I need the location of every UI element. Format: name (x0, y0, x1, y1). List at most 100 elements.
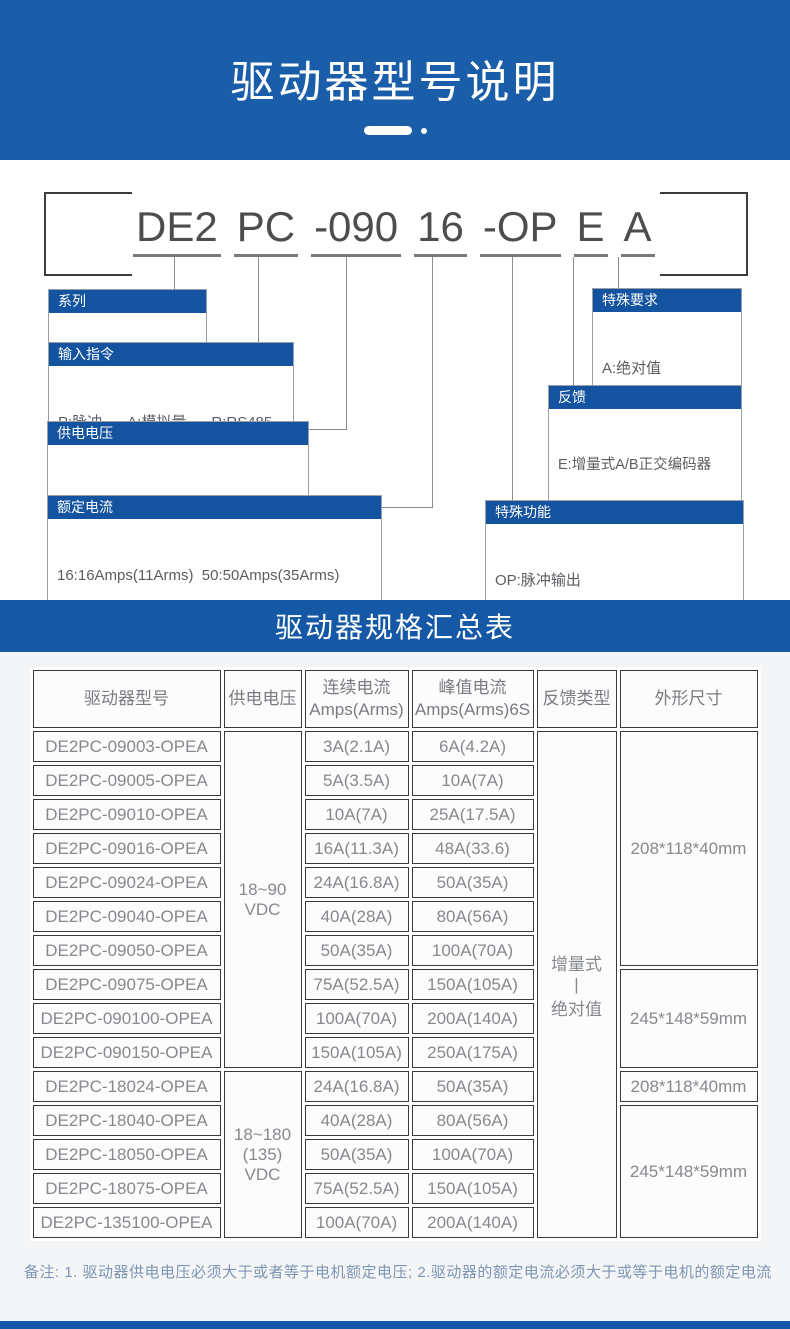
spec-table: 驱动器型号 供电电压 连续电流 Amps(Arms) 峰值电流 Amps(Arm… (29, 667, 761, 1241)
peak-cell: 150A(105A) (411, 969, 534, 1000)
model-segment-special-function: -OP (479, 204, 561, 257)
table-row: DE2PC-09016-OPEA 16A(11.3A) 48A(33.6) (32, 833, 758, 864)
callout-special-function-line: OP:脉冲输出 (495, 572, 581, 589)
peak-cell: 50A(35A) (411, 867, 534, 898)
peak-cell: 48A(33.6) (411, 833, 534, 864)
model-cell: DE2PC-09003-OPEA (32, 731, 221, 762)
col-header-model: 驱动器型号 (32, 670, 221, 728)
table-row: DE2PC-09050-OPEA 50A(35A) 100A(70A) (32, 935, 758, 966)
model-segment-series: DE2 (133, 204, 221, 257)
callout-special-requirement-line: A:绝对值 (602, 360, 662, 377)
callout-special-requirement-title: 特殊要求 (593, 289, 741, 312)
model-cell: DE2PC-18024-OPEA (32, 1071, 221, 1102)
model-segment-input: PC (233, 204, 299, 257)
model-segment-feedback: E (573, 204, 608, 257)
title-underline-decoration (0, 126, 790, 135)
table-row: DE2PC-09040-OPEA 40A(28A) 80A(56A) (32, 901, 758, 932)
model-number-diagram: DE2 PC -090 16 -OP E A 系列 DC/DE/DE2/BC/B… (0, 160, 790, 714)
table-row: DE2PC-18024-OPEA 18~180 (135) VDC 24A(16… (32, 1071, 758, 1238)
spec-section: 驱动器规格汇总表 驱动器型号 供电电压 连续电流 Amps(Arms) 峰值电流… (0, 600, 790, 1329)
model-cell: DE2PC-09075-OPEA (32, 969, 221, 1000)
table-row: DE2PC-090100-OPEA 100A(70A) 200A(140A) (32, 1003, 758, 1034)
connector-line (380, 507, 433, 508)
connector-line (307, 429, 347, 430)
model-cell: DE2PC-135100-OPEA (32, 1207, 221, 1238)
right-corner-bracket (660, 192, 748, 276)
feedback-type-cell: 增量式 | 绝对值 (536, 731, 617, 1238)
table-row: DE2PC-09024-OPEA 24A(16.8A) 50A(35A) (32, 867, 758, 898)
continuous-cell: 40A(28A) (304, 1105, 409, 1136)
peak-cell: 200A(140A) (411, 1003, 534, 1034)
model-cell: DE2PC-09010-OPEA (32, 799, 221, 830)
model-segment-special-requirement: A (620, 204, 655, 257)
col-header-voltage: 供电电压 (223, 670, 302, 728)
callout-rated-current-title: 额定电流 (48, 496, 381, 519)
voltage-group-cell: 18~180 (135) VDC (223, 1071, 302, 1238)
dimensions-cell: 208*118*40mm (619, 731, 758, 966)
peak-cell: 250A(175A) (411, 1037, 534, 1068)
continuous-cell: 24A(16.8A) (304, 867, 409, 898)
model-segment-voltage: -090 (311, 204, 402, 257)
table-row: DE2PC-09003-OPEA 18~90 VDC 3A(2.1A) 6A(4… (32, 731, 758, 1238)
continuous-cell: 10A(7A) (304, 799, 409, 830)
connector-line (432, 257, 433, 508)
callout-special-function-title: 特殊功能 (486, 501, 743, 524)
model-cell: DE2PC-18075-OPEA (32, 1173, 221, 1204)
col-header-peak: 峰值电流 Amps(Arms)6S (411, 670, 534, 728)
table-row: DE2PC-090150-OPEA 150A(105A) 250A(175A) (32, 1037, 758, 1068)
continuous-cell: 3A(2.1A) (304, 731, 409, 762)
peak-cell: 25A(17.5A) (411, 799, 534, 830)
col-header-continuous: 连续电流 Amps(Arms) (304, 670, 409, 728)
dimensions-cell: 208*118*40mm (619, 1071, 758, 1102)
continuous-cell: 16A(11.3A) (304, 833, 409, 864)
model-cell: DE2PC-09040-OPEA (32, 901, 221, 932)
model-cell: DE2PC-18050-OPEA (32, 1139, 221, 1170)
table-row: DE2PC-18075-OPEA 75A(52.5A) 150A(105A) (32, 1173, 758, 1204)
continuous-cell: 50A(35A) (304, 935, 409, 966)
callout-current-line: 16:16Amps(11Arms) 50:50Amps(35Arms) (57, 567, 340, 584)
spec-table-title: 驱动器规格汇总表 (274, 612, 515, 643)
model-cell: DE2PC-09050-OPEA (32, 935, 221, 966)
table-row: DE2PC-18050-OPEA 50A(35A) 100A(70A) (32, 1139, 758, 1170)
callout-feedback-line: E:增量式A/B正交编码器 (558, 457, 712, 473)
dot-decoration (420, 127, 427, 134)
peak-cell: 6A(4.2A) (411, 731, 534, 762)
left-corner-bracket (44, 192, 132, 276)
peak-cell: 100A(70A) (411, 935, 534, 966)
callout-feedback-title: 反馈 (549, 386, 741, 409)
table-row: DE2PC-09005-OPEA 5A(3.5A) 10A(7A) (32, 765, 758, 796)
model-segment-current: 16 (414, 204, 467, 257)
table-row: DE2PC-09075-OPEA 75A(52.5A) 150A(105A) 2… (32, 969, 758, 1068)
table-row: DE2PC-09010-OPEA 10A(7A) 25A(17.5A) (32, 799, 758, 830)
continuous-cell: 75A(52.5A) (304, 1173, 409, 1204)
continuous-cell: 40A(28A) (304, 901, 409, 932)
peak-cell: 10A(7A) (411, 765, 534, 796)
continuous-cell: 5A(3.5A) (304, 765, 409, 796)
continuous-cell: 150A(105A) (304, 1037, 409, 1068)
table-header-row: 驱动器型号 供电电压 连续电流 Amps(Arms) 峰值电流 Amps(Arm… (32, 670, 758, 728)
peak-cell: 80A(56A) (411, 1105, 534, 1136)
connector-line (512, 257, 513, 500)
model-cell: DE2PC-09016-OPEA (32, 833, 221, 864)
spec-table-banner: 驱动器规格汇总表 (0, 600, 790, 652)
table-row: DE2PC-135100-OPEA 100A(70A) 200A(140A) (32, 1207, 758, 1238)
model-cell: DE2PC-09024-OPEA (32, 867, 221, 898)
callout-supply-voltage-title: 供电电压 (48, 422, 308, 445)
connector-line (174, 257, 175, 289)
connector-line (258, 257, 259, 342)
peak-cell: 50A(35A) (411, 1071, 534, 1102)
connector-line (618, 257, 619, 288)
model-number: DE2 PC -090 16 -OP E A (133, 204, 655, 257)
bottom-accent-bar (0, 1321, 790, 1329)
peak-cell: 150A(105A) (411, 1173, 534, 1204)
table-row: DE2PC-18040-OPEA 40A(28A) 80A(56A) 245*1… (32, 1105, 758, 1238)
continuous-cell: 100A(70A) (304, 1003, 409, 1034)
continuous-cell: 100A(70A) (304, 1207, 409, 1238)
dimensions-cell: 245*148*59mm (619, 1105, 758, 1238)
model-cell: DE2PC-18040-OPEA (32, 1105, 221, 1136)
peak-cell: 100A(70A) (411, 1139, 534, 1170)
model-cell: DE2PC-090150-OPEA (32, 1037, 221, 1068)
connector-line (346, 257, 347, 430)
voltage-group-cell: 18~90 VDC (223, 731, 302, 1068)
continuous-cell: 50A(35A) (304, 1139, 409, 1170)
